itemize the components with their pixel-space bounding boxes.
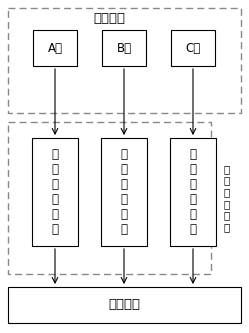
Bar [101, 138, 147, 246]
Bar [33, 30, 77, 66]
Text: 电
容
分
压
器
二: 电 容 分 压 器 二 [121, 148, 127, 236]
Bar [32, 138, 78, 246]
Text: 电
容
分
压
器
一: 电 容 分 压 器 一 [52, 148, 59, 236]
Text: 监测装置: 监测装置 [109, 298, 140, 311]
Bar [102, 30, 146, 66]
Bar [170, 138, 216, 246]
Bar [8, 8, 241, 113]
Text: B相: B相 [117, 42, 131, 55]
Text: C相: C相 [185, 42, 201, 55]
Text: A相: A相 [48, 42, 62, 55]
Bar [8, 122, 211, 274]
Text: 电
容
分
压
模
块: 电 容 分 压 模 块 [224, 164, 230, 232]
Bar [8, 287, 241, 323]
Text: 电
容
分
压
器
三: 电 容 分 压 器 三 [189, 148, 196, 236]
Bar [171, 30, 215, 66]
Text: 三相母线: 三相母线 [94, 13, 125, 26]
